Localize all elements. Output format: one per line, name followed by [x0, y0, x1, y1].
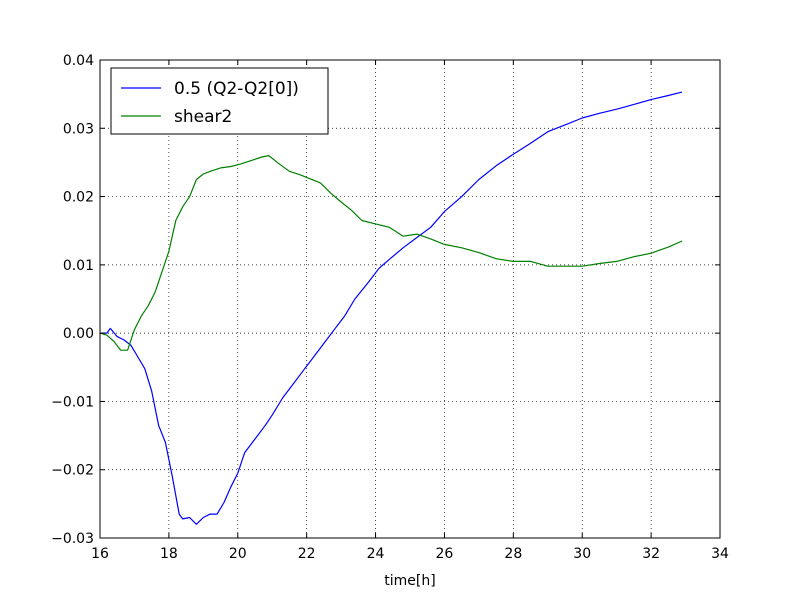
x-tick-label: 28: [504, 546, 522, 562]
series-line-2: [99, 155, 683, 351]
legend-box: [110, 67, 329, 135]
x-tick-label: 22: [298, 546, 316, 562]
y-tick-label: −0.01: [51, 394, 94, 410]
grid: [100, 60, 720, 538]
y-tick-label: 0.04: [63, 53, 94, 69]
legend-label-1: 0.5 (Q2-Q2[0]): [174, 79, 299, 99]
x-tick-label: 34: [711, 546, 729, 562]
plot-area: [100, 60, 720, 538]
y-tick-label: −0.03: [51, 531, 94, 547]
x-tick-label: 18: [160, 546, 178, 562]
plot-frame: [99, 59, 721, 539]
x-tick-label: 26: [436, 546, 454, 562]
x-tick-label: 16: [91, 546, 109, 562]
y-tick-label: 0.02: [63, 190, 94, 206]
x-axis-label: time[h]: [384, 573, 435, 589]
y-tick-label: 0.03: [63, 121, 94, 137]
x-tick-label: 30: [573, 546, 591, 562]
ticks: 16 18 20 22 24 26 28 30 32 34 −0.03 −0.02 −0.01 0.00 0…: [51, 53, 729, 562]
y-tick-label: 0.01: [63, 258, 94, 274]
y-tick-label: −0.02: [51, 463, 94, 479]
legend: 0.5 (Q2-Q2[0]) shear2: [110, 67, 329, 135]
series-line-1: [100, 91, 683, 525]
legend-label-2: shear2: [174, 107, 232, 127]
series-layer: [99, 91, 683, 525]
x-tick-label: 20: [229, 546, 247, 562]
x-tick-label: 32: [642, 546, 660, 562]
x-tick-label: 24: [367, 546, 385, 562]
y-tick-label: 0.00: [63, 326, 94, 342]
